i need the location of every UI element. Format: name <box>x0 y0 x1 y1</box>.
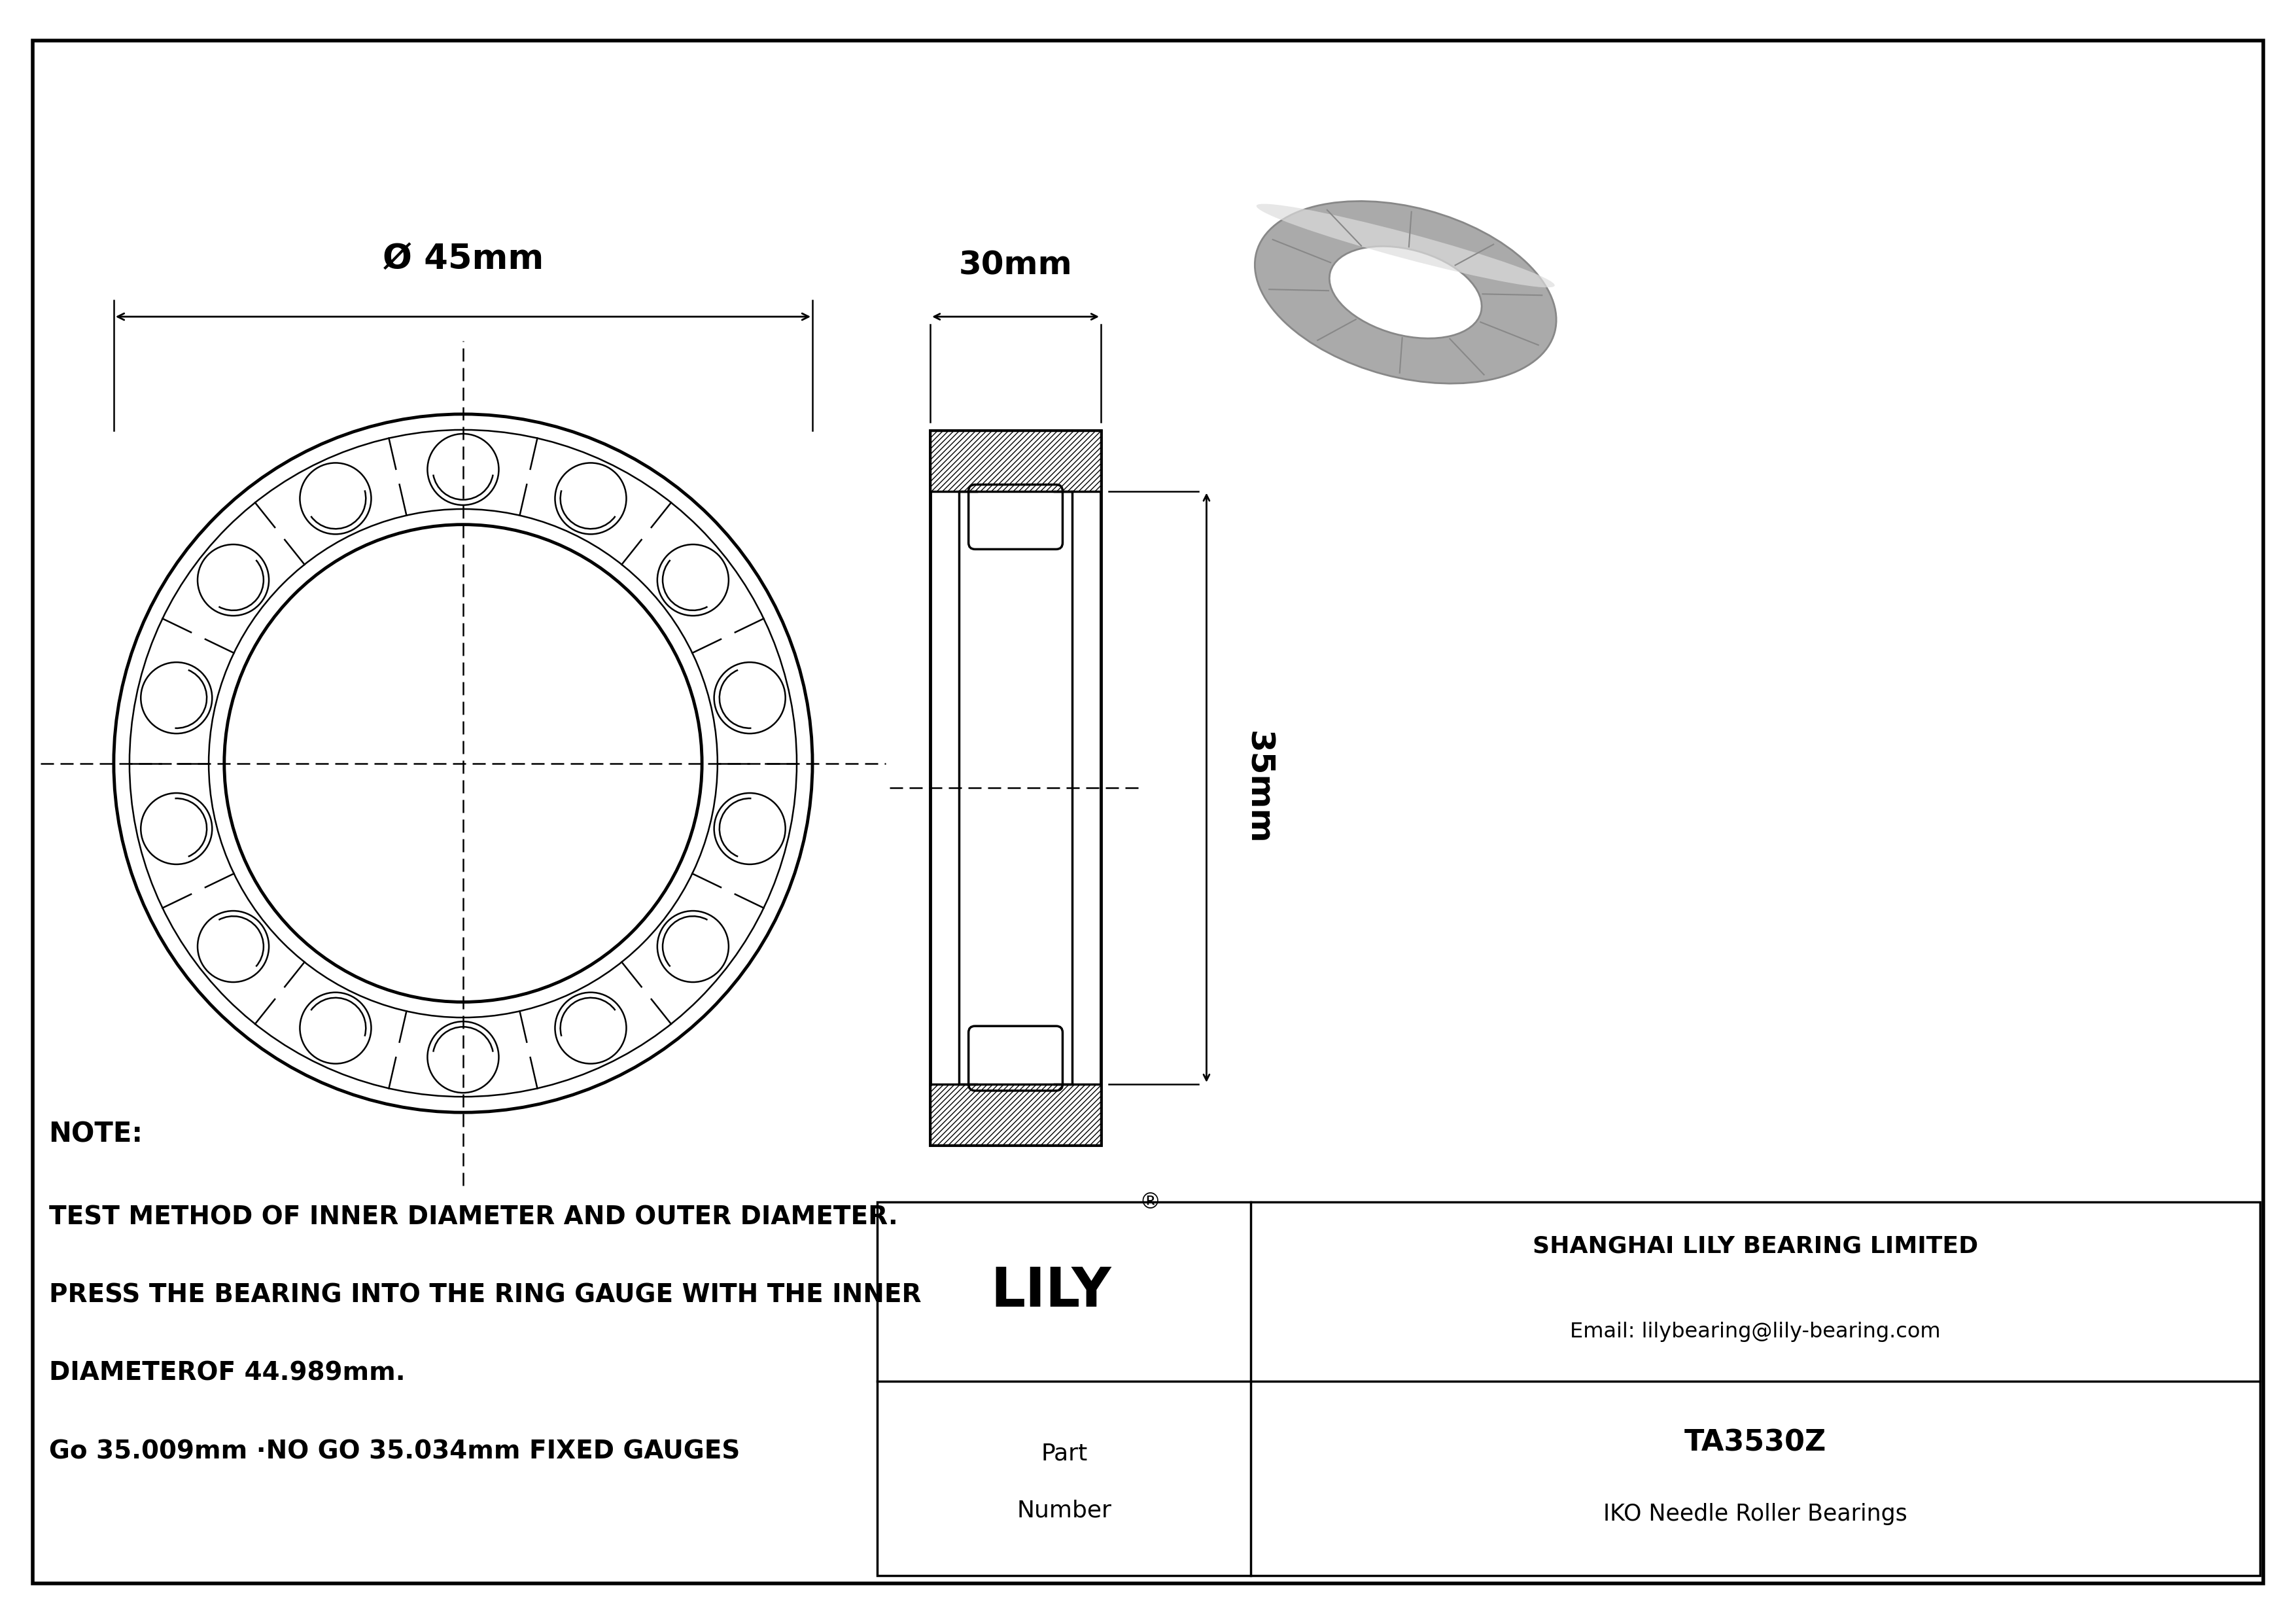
Bar <box>930 430 1100 1145</box>
Text: NOTE:: NOTE: <box>48 1121 142 1148</box>
Text: Part: Part <box>1040 1442 1088 1465</box>
Text: Go 35.009mm ·NO GO 35.034mm FIXED GAUGES: Go 35.009mm ·NO GO 35.034mm FIXED GAUGES <box>48 1439 739 1463</box>
Text: TA3530Z: TA3530Z <box>1685 1429 1828 1457</box>
Text: SHANGHAI LILY BEARING LIMITED: SHANGHAI LILY BEARING LIMITED <box>1534 1234 1979 1257</box>
Text: ®: ® <box>1139 1192 1162 1213</box>
Text: TEST METHOD OF INNER DIAMETER AND OUTER DIAMETER.: TEST METHOD OF INNER DIAMETER AND OUTER … <box>48 1205 898 1229</box>
Text: 30mm: 30mm <box>960 250 1072 281</box>
Text: 35mm: 35mm <box>1242 731 1274 844</box>
Text: IKO Needle Roller Bearings: IKO Needle Roller Bearings <box>1603 1502 1908 1525</box>
Text: Number: Number <box>1017 1499 1111 1522</box>
Text: DIAMETEROF 44.989mm.: DIAMETEROF 44.989mm. <box>48 1361 404 1385</box>
Ellipse shape <box>1256 205 1554 287</box>
Text: PRESS THE BEARING INTO THE RING GAUGE WITH THE INNER: PRESS THE BEARING INTO THE RING GAUGE WI… <box>48 1283 921 1307</box>
Bar <box>877 1202 2259 1575</box>
Ellipse shape <box>1329 247 1481 338</box>
Bar <box>930 1085 1100 1145</box>
Text: Ø 45mm: Ø 45mm <box>383 242 544 276</box>
Bar <box>930 430 1100 490</box>
Ellipse shape <box>1256 201 1557 383</box>
Text: LILY: LILY <box>992 1265 1111 1319</box>
Text: Email: lilybearing@lily-bearing.com: Email: lilybearing@lily-bearing.com <box>1570 1322 1940 1341</box>
